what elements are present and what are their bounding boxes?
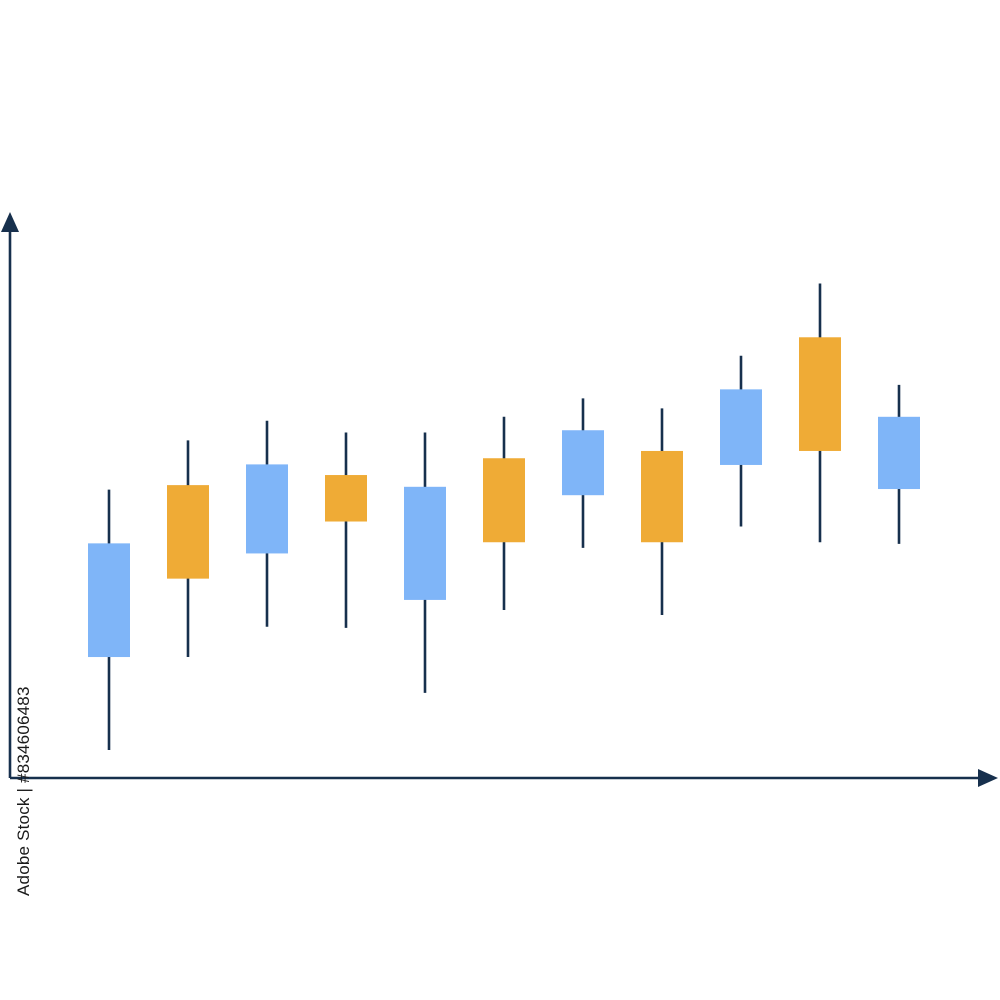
candle: [799, 283, 841, 543]
candle-body: [483, 458, 525, 543]
candle-body: [878, 416, 920, 490]
y-axis-arrow-icon: [1, 212, 19, 232]
candle: [562, 398, 604, 548]
candle: [720, 355, 762, 527]
stock-id-watermark: Adobe Stock | #834606483: [14, 686, 33, 896]
candle-body: [88, 543, 130, 658]
candles-group: [88, 283, 920, 750]
candle: [404, 432, 446, 693]
candle-body: [167, 485, 209, 579]
candle: [878, 384, 920, 544]
candle: [325, 432, 367, 628]
candle-body: [562, 430, 604, 496]
candle: [88, 489, 130, 750]
candle: [167, 440, 209, 658]
chart-axes: [1, 212, 998, 787]
candle: [641, 408, 683, 616]
candle-body: [325, 475, 367, 522]
candle-body: [641, 450, 683, 543]
candle-body: [720, 389, 762, 465]
candle: [246, 420, 288, 627]
candle: [483, 416, 525, 610]
x-axis-arrow-icon: [978, 769, 998, 787]
candle-body: [404, 486, 446, 600]
candle-body: [799, 337, 841, 451]
candle-body: [246, 464, 288, 554]
